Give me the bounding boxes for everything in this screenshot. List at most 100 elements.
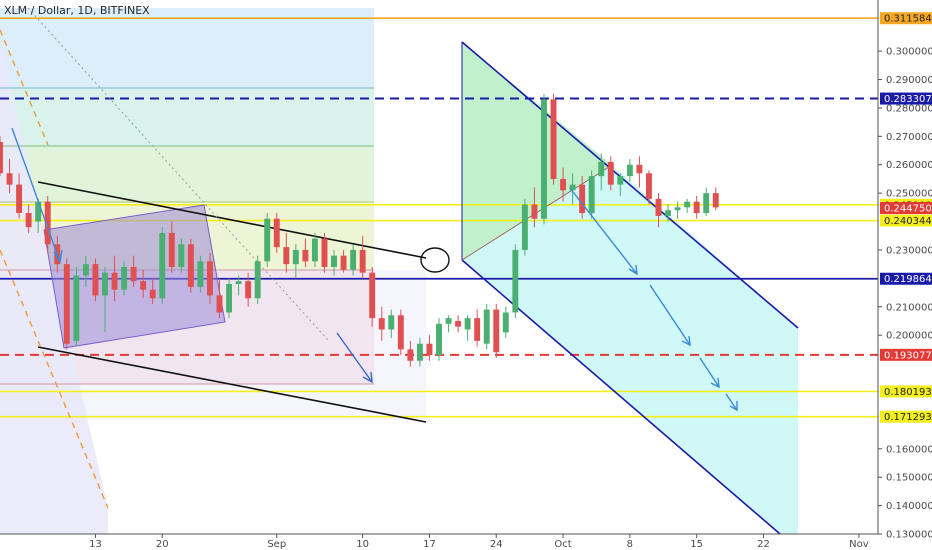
candle-body-34[interactable] [321, 238, 328, 267]
y-tick-label-5: 0.25000000 [886, 189, 932, 200]
candle-body-72[interactable] [684, 201, 691, 208]
price-label-box-4 [880, 214, 932, 227]
candle-body-49[interactable] [464, 318, 471, 330]
candle-body-27[interactable] [254, 261, 261, 299]
candle-body-68[interactable] [645, 173, 652, 199]
orange-dashed-trend [0, 249, 109, 509]
candle-body-36[interactable] [340, 255, 347, 270]
price-label-box-6 [880, 348, 932, 361]
candle-body-16[interactable] [149, 289, 156, 299]
candle-body-52[interactable] [493, 309, 500, 353]
candle-body-29[interactable] [273, 218, 280, 248]
candle-body-50[interactable] [474, 318, 481, 341]
y-tick-label-7: 0.21000000 [886, 302, 932, 313]
candle-body-73[interactable] [693, 201, 700, 214]
y-tick-label-0: 0.30000000 [886, 47, 932, 58]
candle-body-17[interactable] [159, 232, 166, 299]
candle-body-12[interactable] [111, 272, 118, 290]
candle-body-59[interactable] [560, 178, 567, 191]
candle-body-33[interactable] [311, 238, 318, 262]
candle-body-69[interactable] [655, 198, 662, 216]
candle-body-60[interactable] [569, 184, 576, 191]
candle-body-51[interactable] [483, 309, 490, 344]
candle-body-74[interactable] [703, 193, 710, 214]
candle-body-8[interactable] [73, 275, 80, 341]
black-trendline-upper[interactable] [37, 181, 427, 259]
candle-body-35[interactable] [331, 255, 337, 267]
candle-body-58[interactable] [550, 99, 557, 179]
candle-body-19[interactable] [178, 244, 185, 267]
candle-body-10[interactable] [92, 264, 99, 296]
candle-body-32[interactable] [302, 249, 309, 262]
candle-body-62[interactable] [588, 176, 595, 214]
candle-body-14[interactable] [130, 267, 137, 282]
candle-body-3[interactable] [25, 213, 32, 228]
candle-body-26[interactable] [245, 281, 252, 299]
candle-body-63[interactable] [598, 161, 605, 177]
candle-body-1[interactable] [6, 173, 13, 185]
candle-body-75[interactable] [712, 193, 719, 208]
candle-body-45[interactable] [426, 343, 433, 356]
candle-body-0[interactable] [0, 142, 3, 174]
candle-body-53[interactable] [502, 312, 509, 333]
x-tick-label-6: Oct [554, 539, 571, 550]
candle-body-70[interactable] [665, 210, 672, 216]
candle-body-9[interactable] [82, 264, 89, 276]
candle-body-54[interactable] [512, 249, 519, 313]
candle-body-15[interactable] [140, 281, 147, 290]
candle-body-39[interactable] [369, 272, 376, 319]
candle-body-41[interactable] [388, 315, 395, 330]
candle-body-42[interactable] [397, 315, 404, 350]
price-labels: 0.311584810.283307000.245908890.24475000… [880, 12, 932, 423]
breakout-circle[interactable] [420, 247, 450, 273]
candle-body-44[interactable] [416, 343, 423, 361]
candle-body-64[interactable] [607, 161, 614, 185]
candle-body-65[interactable] [617, 176, 624, 185]
candle-body-66[interactable] [626, 164, 633, 177]
arrow-sep-head [362, 371, 373, 384]
candle-body-67[interactable] [636, 164, 643, 174]
candle-body-25[interactable] [235, 281, 242, 285]
candle-body-28[interactable] [264, 218, 271, 262]
candle-body-23[interactable] [216, 295, 223, 313]
candle-body-24[interactable] [226, 284, 233, 313]
channel-upper[interactable] [461, 41, 799, 329]
candle-body-5[interactable] [44, 201, 51, 245]
candle-body-21[interactable] [197, 261, 204, 287]
candle-body-4[interactable] [35, 201, 42, 222]
candle-body-48[interactable] [455, 320, 462, 327]
candle-body-18[interactable] [168, 232, 175, 267]
candle-body-13[interactable] [121, 267, 128, 290]
candle-body-7[interactable] [63, 264, 70, 344]
candle-body-11[interactable] [102, 272, 108, 296]
candle-body-30[interactable] [283, 247, 290, 265]
arrow-proj-4-head [729, 401, 738, 412]
candle-body-38[interactable] [359, 249, 366, 273]
arrow-proj-1[interactable] [569, 187, 638, 275]
x-axis [0, 533, 878, 550]
candle-body-57[interactable] [541, 99, 547, 219]
arrow-proj-2[interactable] [649, 284, 691, 346]
candle-body-56[interactable] [531, 204, 538, 219]
arrow-proj-4[interactable] [725, 393, 738, 411]
black-trendline-lower[interactable] [37, 346, 427, 423]
x-tick-label-2: Sep [267, 539, 286, 550]
candle-body-43[interactable] [407, 349, 414, 361]
y-tick-label-1: 0.29000000 [886, 75, 932, 86]
y-tick-label-8: 0.20000000 [886, 331, 932, 342]
arrow-left-down[interactable] [11, 127, 61, 263]
candle-body-22[interactable] [206, 261, 213, 296]
candle-body-47[interactable] [445, 318, 452, 324]
candle-body-40[interactable] [378, 318, 385, 330]
arrow-proj-3[interactable] [699, 357, 720, 388]
arrow-sep[interactable] [336, 332, 373, 383]
candle-body-20[interactable] [187, 244, 194, 287]
candle-body-71[interactable] [674, 207, 681, 211]
candle-body-37[interactable] [350, 249, 357, 270]
candle-body-61[interactable] [579, 184, 586, 214]
candle-body-46[interactable] [436, 323, 442, 356]
candle-body-31[interactable] [292, 249, 299, 265]
candle-body-55[interactable] [521, 204, 528, 250]
candle-body-2[interactable] [16, 184, 23, 214]
